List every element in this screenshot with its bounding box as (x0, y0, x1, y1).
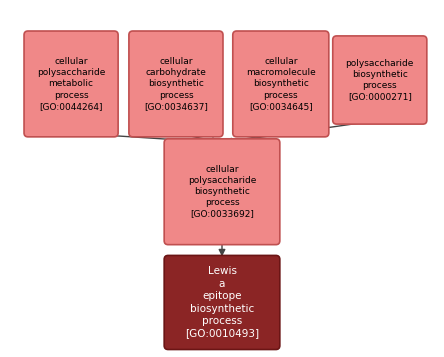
FancyBboxPatch shape (129, 31, 223, 137)
Text: polysaccharide
biosynthetic
process
[GO:0000271]: polysaccharide biosynthetic process [GO:… (345, 59, 414, 101)
Text: cellular
macromolecule
biosynthetic
process
[GO:0034645]: cellular macromolecule biosynthetic proc… (246, 57, 316, 111)
FancyBboxPatch shape (164, 139, 280, 245)
Text: cellular
polysaccharide
biosynthetic
process
[GO:0033692]: cellular polysaccharide biosynthetic pro… (188, 165, 256, 218)
Text: cellular
carbohydrate
biosynthetic
process
[GO:0034637]: cellular carbohydrate biosynthetic proce… (144, 57, 208, 111)
FancyBboxPatch shape (233, 31, 329, 137)
Text: cellular
polysaccharide
metabolic
process
[GO:0044264]: cellular polysaccharide metabolic proces… (37, 57, 105, 111)
FancyBboxPatch shape (333, 36, 427, 124)
FancyBboxPatch shape (164, 255, 280, 350)
Text: Lewis
a
epitope
biosynthetic
process
[GO:0010493]: Lewis a epitope biosynthetic process [GO… (185, 266, 259, 338)
FancyBboxPatch shape (24, 31, 118, 137)
